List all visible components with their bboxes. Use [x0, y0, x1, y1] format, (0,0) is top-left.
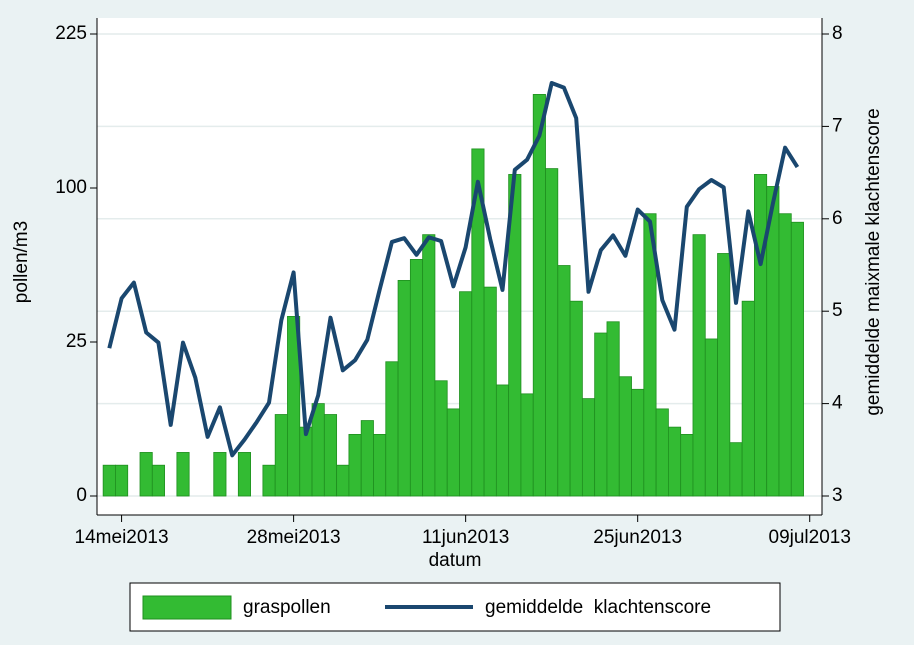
- bar: [459, 291, 473, 497]
- legend-label: graspollen: [243, 597, 331, 618]
- y-axis-label: pollen/m3: [11, 221, 32, 303]
- bar: [655, 408, 669, 497]
- bar: [287, 316, 301, 497]
- bar: [274, 414, 288, 497]
- bar: [348, 433, 362, 497]
- bar: [790, 221, 804, 497]
- y2-axis-label: gemiddelde maixmale klachtenscore: [863, 108, 884, 415]
- bar: [385, 361, 399, 497]
- bar: [606, 321, 620, 497]
- bar: [336, 464, 350, 497]
- x-axis-label: datum: [429, 550, 482, 571]
- bar: [483, 286, 497, 497]
- bar: [446, 408, 460, 497]
- bar: [115, 464, 129, 497]
- bar: [704, 338, 718, 497]
- bar: [581, 398, 596, 497]
- bar: [520, 393, 534, 497]
- y2-tick-label: 4: [832, 393, 843, 414]
- line: [107, 81, 800, 458]
- bar: [741, 300, 755, 497]
- bar: [680, 433, 694, 497]
- bar: [360, 420, 374, 497]
- bar: [667, 426, 682, 497]
- y2-tick-label: 5: [832, 300, 843, 321]
- legend-swatch: [142, 595, 232, 620]
- bar: [373, 433, 387, 497]
- x-tick-label: 25jun2013: [593, 527, 682, 548]
- bar: [213, 452, 227, 497]
- bar: [532, 94, 546, 497]
- bar: [237, 452, 252, 497]
- bar: [434, 380, 448, 497]
- bar: [631, 388, 645, 497]
- y2-tick-label: 8: [832, 23, 843, 44]
- legend-box: [129, 582, 781, 632]
- legend-label: gemiddelde klachtenscore: [485, 597, 711, 618]
- bar: [495, 384, 510, 497]
- y-tick-label: 25: [66, 331, 87, 352]
- y2-tick-label: 6: [832, 208, 843, 229]
- x-tick-label: 11jun2013: [422, 527, 509, 548]
- bar: [409, 259, 424, 497]
- bar: [778, 213, 792, 497]
- bar: [176, 452, 190, 497]
- bar: [102, 464, 116, 497]
- y2-tick-label: 3: [832, 485, 843, 506]
- y2-tick-label: 7: [832, 115, 843, 136]
- y-tick-label: 0: [76, 485, 87, 506]
- bar: [594, 332, 608, 497]
- bar: [545, 168, 559, 497]
- bar: [139, 452, 153, 497]
- y-tick-label: 225: [55, 23, 87, 44]
- x-tick-label: 28mei2013: [247, 527, 341, 548]
- bar: [299, 426, 313, 497]
- bar: [422, 234, 436, 497]
- bar: [754, 174, 768, 497]
- bar: [311, 403, 325, 497]
- bar: [729, 442, 743, 497]
- bar: [557, 265, 571, 497]
- bar: [397, 279, 411, 497]
- bar: [569, 300, 583, 497]
- bar: [717, 253, 731, 497]
- x-tick-label: 09jul2013: [769, 527, 851, 548]
- y-tick-label: 100: [55, 177, 87, 198]
- bar: [618, 376, 632, 497]
- bar: [262, 464, 276, 497]
- x-tick-label: 14mei2013: [75, 527, 169, 548]
- bar: [323, 414, 338, 497]
- bar: [692, 234, 706, 497]
- bar: [151, 464, 165, 497]
- bar: [643, 213, 657, 497]
